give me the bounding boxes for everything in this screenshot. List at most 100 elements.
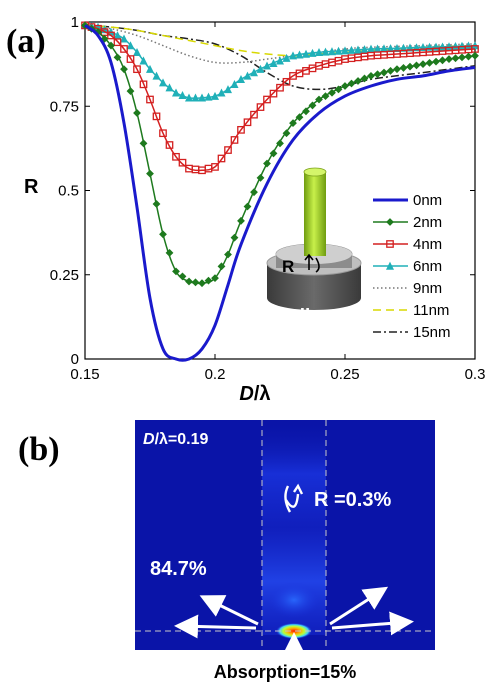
data-point-marker: [445, 55, 453, 63]
data-point-marker: [250, 110, 258, 119]
data-point-marker: [386, 240, 394, 248]
reflection-value: R =0.3%: [314, 489, 391, 511]
data-point-marker: [171, 88, 181, 97]
data-point-marker: [113, 53, 122, 62]
data-point-marker: [269, 89, 278, 98]
data-point-marker: [185, 277, 193, 286]
data-series: [80, 21, 480, 362]
data-point-marker: [243, 118, 252, 127]
panel-a-label: (a): [6, 23, 46, 60]
d-lambda-rest: /λ=0.19: [155, 431, 209, 448]
data-point-marker: [269, 58, 278, 67]
data-point-marker: [237, 125, 245, 134]
y-tick-label: 0.75: [50, 98, 79, 115]
data-point-marker: [217, 88, 226, 97]
data-point-marker: [223, 85, 233, 94]
x-ticks: 0.15 0.2 0.25 0.3: [70, 22, 485, 383]
data-point-marker: [191, 278, 200, 287]
legend-label: 4nm: [413, 236, 442, 253]
x-tick-label: 0.3: [465, 366, 486, 383]
data-point-marker: [107, 31, 115, 40]
data-point-marker: [263, 159, 271, 168]
data-point-marker: [178, 158, 187, 167]
d-lambda-value: D/λ=0.19: [143, 431, 208, 448]
data-point-marker: [458, 53, 466, 62]
data-point-marker: [341, 82, 349, 90]
y-tick-label: 0.5: [58, 183, 79, 200]
legend-label: 15nm: [413, 324, 451, 341]
data-point-marker: [204, 92, 213, 101]
data-point-marker: [301, 49, 311, 58]
data-point-marker: [432, 57, 440, 66]
x-axis-label-d: D: [239, 383, 253, 405]
data-point-marker: [392, 43, 402, 52]
data-point-marker: [230, 233, 239, 242]
x-tick-label: 0.2: [205, 366, 226, 383]
data-point-marker: [230, 80, 239, 89]
data-point-marker: [249, 68, 259, 77]
data-point-marker: [269, 149, 278, 158]
data-point-marker: [152, 112, 161, 121]
arrow-up-left-icon: [199, 595, 259, 626]
nanorod-lower: [304, 230, 326, 256]
data-point-marker: [146, 169, 154, 178]
data-point-marker: [133, 65, 141, 74]
data-point-marker: [158, 78, 168, 87]
data-point-marker: [217, 154, 226, 163]
data-point-marker: [126, 41, 135, 50]
up-arrow-icon: [304, 253, 314, 270]
data-point-marker: [165, 83, 174, 92]
data-point-marker: [133, 109, 141, 117]
data-point-marker: [438, 56, 447, 65]
data-point-marker: [386, 66, 395, 75]
data-point-marker: [386, 218, 394, 226]
x-tick-label: 0.25: [330, 366, 359, 383]
field-map: D/λ=0.19 R =0.3% 84.7%: [135, 420, 435, 656]
data-point-marker: [152, 200, 161, 208]
data-point-marker: [178, 90, 187, 99]
absorption-value: Absorption=15%: [214, 662, 357, 682]
data-point-marker: [393, 65, 401, 74]
data-point-marker: [211, 163, 219, 171]
data-point-marker: [288, 51, 298, 60]
data-point-marker: [464, 52, 473, 61]
data-point-marker: [302, 107, 310, 116]
series-line-4nm: [84, 24, 476, 172]
data-point-marker: [406, 62, 414, 71]
data-point-marker: [159, 230, 167, 239]
legend-label: 11nm: [413, 302, 449, 319]
data-point-marker: [295, 113, 304, 122]
field-glow: [268, 582, 320, 618]
data-point-marker: [353, 45, 363, 54]
data-point-marker: [139, 80, 148, 89]
data-point-marker: [347, 45, 356, 54]
data-point-marker: [126, 87, 135, 95]
series-line-11nm: [84, 24, 476, 57]
data-point-marker: [340, 46, 350, 55]
data-point-marker: [263, 95, 271, 104]
data-point-marker: [451, 54, 460, 63]
data-point-marker: [399, 43, 408, 52]
x-axis-label: D/λ: [239, 383, 270, 405]
data-point-marker: [399, 64, 408, 72]
data-point-marker: [471, 51, 479, 60]
d-lambda-d: D: [143, 431, 155, 448]
data-point-marker: [360, 45, 369, 54]
data-point-marker: [444, 42, 454, 51]
curve-arrow-icon: [315, 257, 320, 273]
data-point-marker: [250, 188, 258, 197]
data-point-marker: [289, 119, 297, 128]
y-ticks: 0 0.25 0.5 0.75 1: [50, 14, 475, 368]
y-tick-label: 0.25: [50, 267, 79, 284]
data-point-marker: [198, 279, 206, 288]
data-point-marker: [119, 34, 129, 43]
data-point-marker: [360, 74, 369, 83]
data-point-marker: [146, 95, 154, 104]
data-point-marker: [347, 79, 356, 88]
data-point-marker: [184, 93, 194, 102]
data-point-marker: [419, 60, 427, 69]
y-tick-label: 1: [71, 14, 79, 31]
data-point-marker: [282, 129, 291, 138]
data-point-marker: [256, 103, 265, 111]
